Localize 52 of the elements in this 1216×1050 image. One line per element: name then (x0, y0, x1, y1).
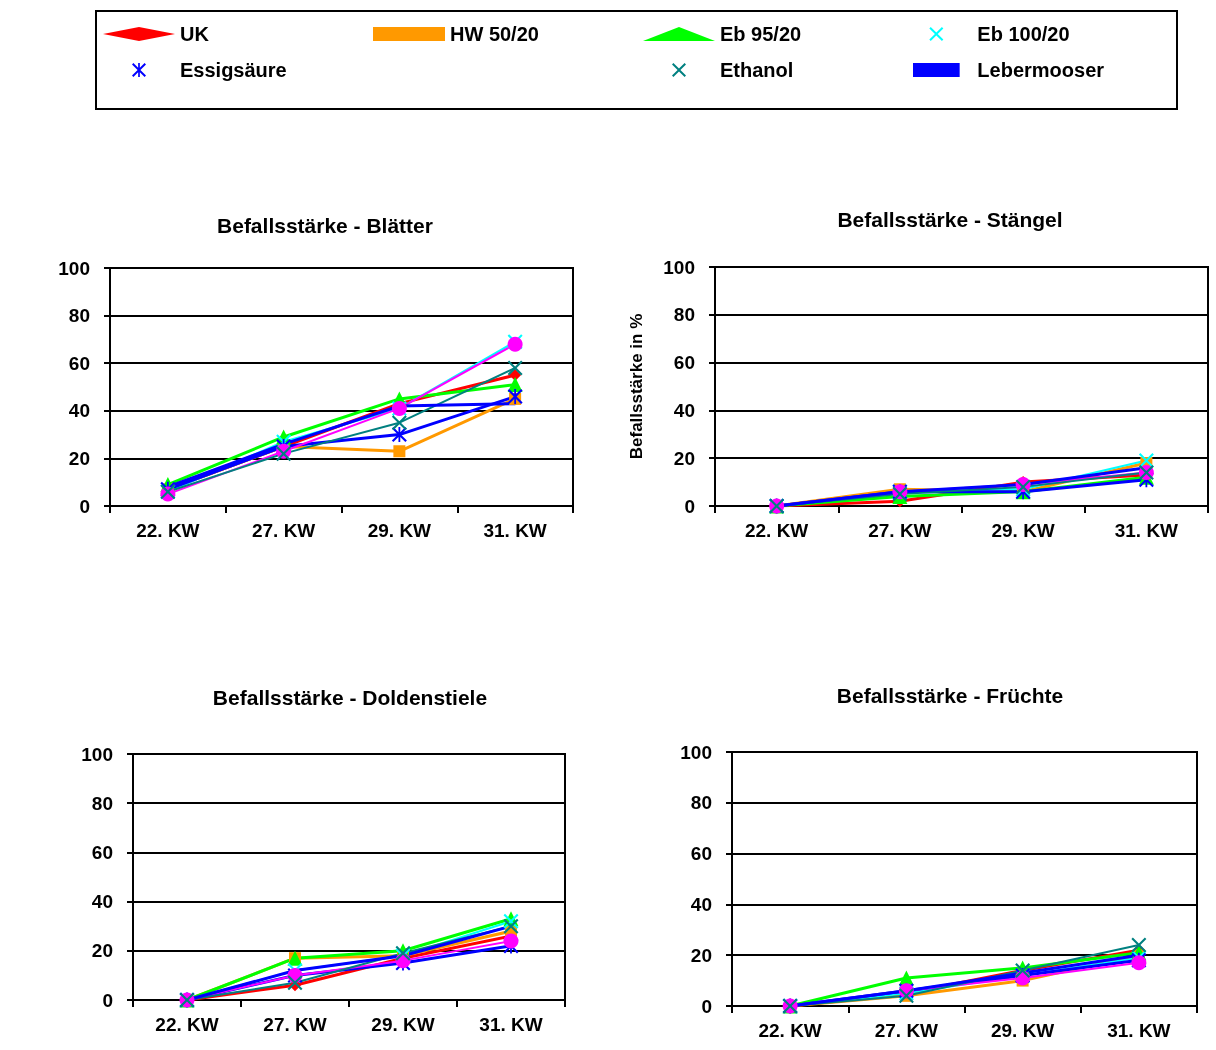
y-tick-label: 40 (91, 891, 113, 913)
legend-label: HW 50/20 (450, 23, 539, 45)
y-tick-label: 0 (102, 989, 113, 1011)
y-tick-label: 100 (58, 257, 90, 279)
y-tick-label: 40 (68, 400, 90, 422)
x-tick-label: 31. KW (479, 1014, 543, 1035)
y-tick-label: 0 (684, 495, 695, 517)
x-tick-label: 29. KW (371, 1014, 435, 1035)
y-tick-label: 20 (68, 447, 90, 469)
y-tick-label: 60 (91, 841, 113, 863)
x-tick-label: 27. KW (251, 520, 316, 541)
y-tick-label: 100 (81, 743, 113, 765)
x-tick-label: 27. KW (868, 520, 932, 541)
y-tick-label: 20 (91, 940, 113, 962)
x-tick-label: 22. KW (155, 1014, 219, 1035)
y-tick-label: 100 (663, 256, 695, 278)
y-tick-label: 60 (673, 352, 695, 374)
x-tick-label: 22. KW (136, 520, 200, 541)
x-tick-label: 22. KW (758, 1020, 822, 1041)
chart-title: Befallsstärke - Blätter (217, 214, 433, 237)
x-tick-label: 29. KW (991, 520, 1055, 541)
x-tick-label: 22. KW (744, 520, 809, 541)
x-tick-label: 31. KW (483, 520, 547, 541)
y-tick-label: 80 (91, 792, 113, 814)
y-tick-label: 60 (690, 843, 712, 865)
legend-label: UK (180, 23, 210, 45)
y-tick-label: 0 (79, 495, 90, 517)
y-tick-label: 80 (690, 792, 712, 814)
y-axis-title: Befallsstärke in % (627, 313, 646, 460)
y-tick-label: 100 (680, 741, 712, 763)
y-tick-label: 80 (673, 304, 695, 326)
chart-title: Befallsstärke - Früchte (836, 684, 1064, 707)
y-tick-label: 20 (673, 447, 695, 469)
y-tick-label: 0 (701, 995, 712, 1017)
x-tick-label: 27. KW (263, 1014, 327, 1035)
y-tick-label: 80 (68, 305, 90, 327)
y-tick-label: 40 (690, 893, 712, 915)
x-tick-label: 31. KW (1107, 1020, 1171, 1041)
legend-label: Lebermooser (977, 59, 1105, 81)
chart-title: Befallsstärke - Stängel (837, 208, 1063, 231)
legend-label: Eb 95/20 (720, 23, 802, 45)
y-tick-label: 20 (690, 944, 712, 966)
legend-label: Ethanol (720, 59, 794, 81)
y-tick-label: 60 (68, 352, 90, 374)
x-tick-label: 27. KW (874, 1020, 939, 1041)
x-tick-label: 29. KW (367, 520, 432, 541)
x-tick-label: 29. KW (990, 1020, 1055, 1041)
y-tick-label: 40 (673, 399, 695, 421)
chart-title: Befallsstärke - Doldenstiele (212, 686, 488, 709)
x-tick-label: 31. KW (1114, 520, 1179, 541)
legend-label: Essigsäure (180, 59, 287, 81)
legend-label: Eb 100/20 (977, 23, 1070, 45)
